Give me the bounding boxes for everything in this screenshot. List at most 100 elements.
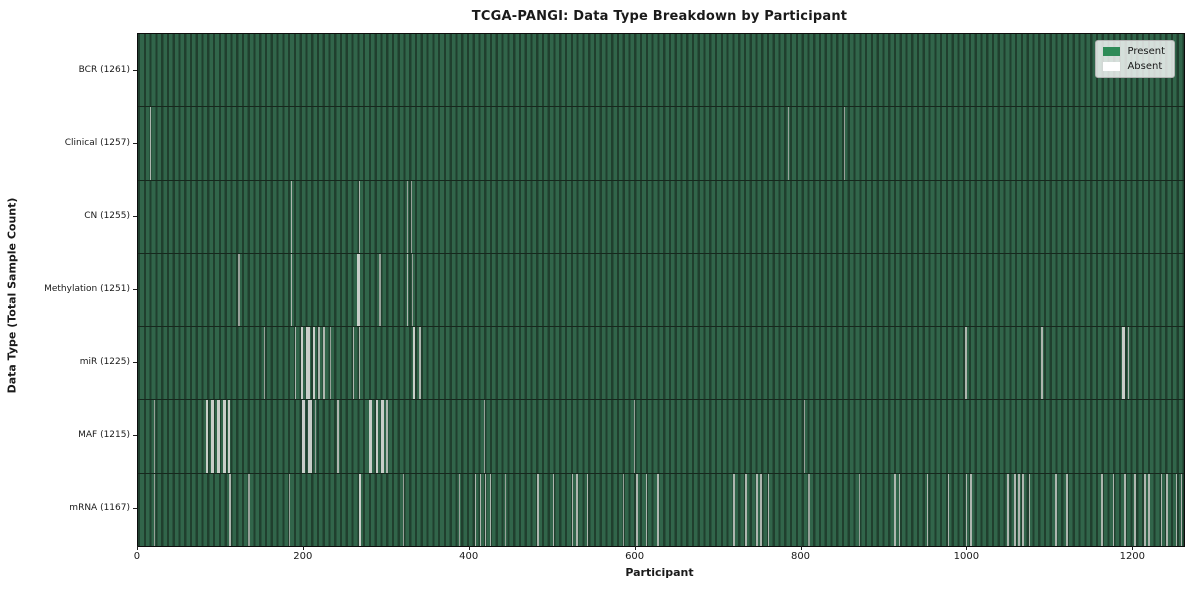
legend-label: Absent <box>1127 61 1163 72</box>
y-tick-label: Methylation (1251) <box>44 284 130 294</box>
absent-stripe <box>307 400 312 473</box>
absent-stripe <box>153 400 156 473</box>
y-tick-mark <box>132 69 137 71</box>
absent-stripe <box>787 107 789 180</box>
absent-stripe <box>300 327 304 400</box>
y-tick-label: Clinical (1257) <box>64 137 130 148</box>
absent-stripe <box>760 473 762 546</box>
row-clinical <box>137 106 1184 180</box>
x-tick-mark <box>1132 546 1134 550</box>
absent-stripe <box>238 253 240 327</box>
absent-stripe <box>227 400 231 473</box>
x-tick-mark <box>966 546 968 550</box>
row-methylation <box>137 252 1184 327</box>
x-tick-label: 1200 <box>1119 551 1146 562</box>
absent-stripe <box>586 473 589 546</box>
absent-stripe <box>1007 473 1009 546</box>
absent-stripe <box>1122 327 1125 400</box>
absent-stripe <box>1100 473 1103 546</box>
x-tick-label: 600 <box>625 551 645 562</box>
y-tick-label: BCR (1261) <box>78 64 130 75</box>
plot-area <box>136 33 1185 547</box>
y-tick-label: miR (1225) <box>79 357 130 368</box>
absent-stripe <box>317 327 320 400</box>
legend-entry-absent: Absent <box>1103 61 1165 72</box>
y-tick-mark <box>132 435 137 437</box>
absent-stripe <box>336 400 339 473</box>
absent-stripe <box>368 400 372 473</box>
absent-stripe <box>289 473 291 546</box>
y-tick-label: CN (1255) <box>84 210 130 221</box>
absent-stripe <box>153 473 156 546</box>
absent-stripe <box>474 473 477 546</box>
absent-stripe <box>379 253 381 327</box>
absent-stripe <box>419 327 421 400</box>
absent-stripe <box>657 473 659 546</box>
absent-stripe <box>969 473 972 546</box>
absent-stripe <box>322 327 325 400</box>
row-mir <box>137 326 1184 400</box>
absent-stripe <box>804 400 806 473</box>
absent-stripe <box>1144 473 1146 546</box>
absent-stripe <box>898 473 901 546</box>
absent-stripe <box>358 180 361 253</box>
absent-stripe <box>552 473 555 546</box>
y-tick-mark <box>132 508 137 510</box>
row-bcr <box>137 34 1184 107</box>
absent-stripe <box>357 253 360 327</box>
legend-swatch-absent <box>1103 62 1121 71</box>
y-tick-label: mRNA (1167) <box>69 503 130 514</box>
absent-stripe <box>406 180 409 253</box>
chart-title: TCGA-PANGI: Data Type Breakdown by Parti… <box>471 9 848 24</box>
legend-swatch-present <box>1103 47 1121 56</box>
absent-stripe <box>483 400 486 473</box>
absent-stripe <box>385 400 388 473</box>
absent-stripe <box>380 400 385 473</box>
absent-stripe <box>1055 473 1057 546</box>
y-tick-mark <box>132 362 137 364</box>
absent-stripe <box>1127 327 1130 400</box>
absent-stripe <box>1018 473 1020 546</box>
row-cn <box>137 179 1184 253</box>
absent-stripe <box>575 473 578 546</box>
absent-stripe <box>634 400 636 473</box>
absent-stripe <box>412 327 416 400</box>
x-tick-mark <box>468 546 470 550</box>
absent-stripe <box>843 107 846 180</box>
legend: Present Absent <box>1095 40 1175 78</box>
x-tick-mark <box>136 546 138 550</box>
absent-stripe <box>302 400 306 473</box>
absent-stripe <box>1041 327 1043 400</box>
absent-stripe <box>1112 473 1115 546</box>
row-maf <box>137 399 1184 473</box>
absent-stripe <box>536 473 539 546</box>
absent-stripe <box>965 473 968 546</box>
absent-stripe <box>947 473 950 546</box>
absent-stripe <box>229 473 231 546</box>
absent-stripe <box>352 327 355 400</box>
absent-stripe <box>755 473 758 546</box>
absent-stripe <box>312 327 315 400</box>
absent-stripe <box>1160 473 1163 546</box>
x-tick-mark <box>800 546 802 550</box>
absent-stripe <box>411 253 414 327</box>
absent-stripe <box>314 400 317 473</box>
absent-stripe <box>290 180 293 253</box>
absent-stripe <box>622 473 624 546</box>
absent-stripe <box>329 327 331 400</box>
absent-stripe <box>248 473 250 546</box>
absent-stripe <box>306 327 310 400</box>
x-tick-label: 1000 <box>953 551 980 562</box>
absent-stripe <box>1066 473 1068 546</box>
absent-stripe <box>479 473 482 546</box>
x-tick-label: 800 <box>790 551 811 562</box>
x-tick-label: 200 <box>293 551 313 562</box>
x-tick-label: 0 <box>133 551 141 562</box>
absent-stripe <box>571 473 574 546</box>
y-tick-mark <box>132 289 137 290</box>
x-tick-label: 400 <box>459 551 479 562</box>
absent-stripe <box>733 473 736 546</box>
absent-stripe <box>1124 473 1126 546</box>
absent-stripe <box>745 473 747 546</box>
absent-stripe <box>926 473 929 546</box>
